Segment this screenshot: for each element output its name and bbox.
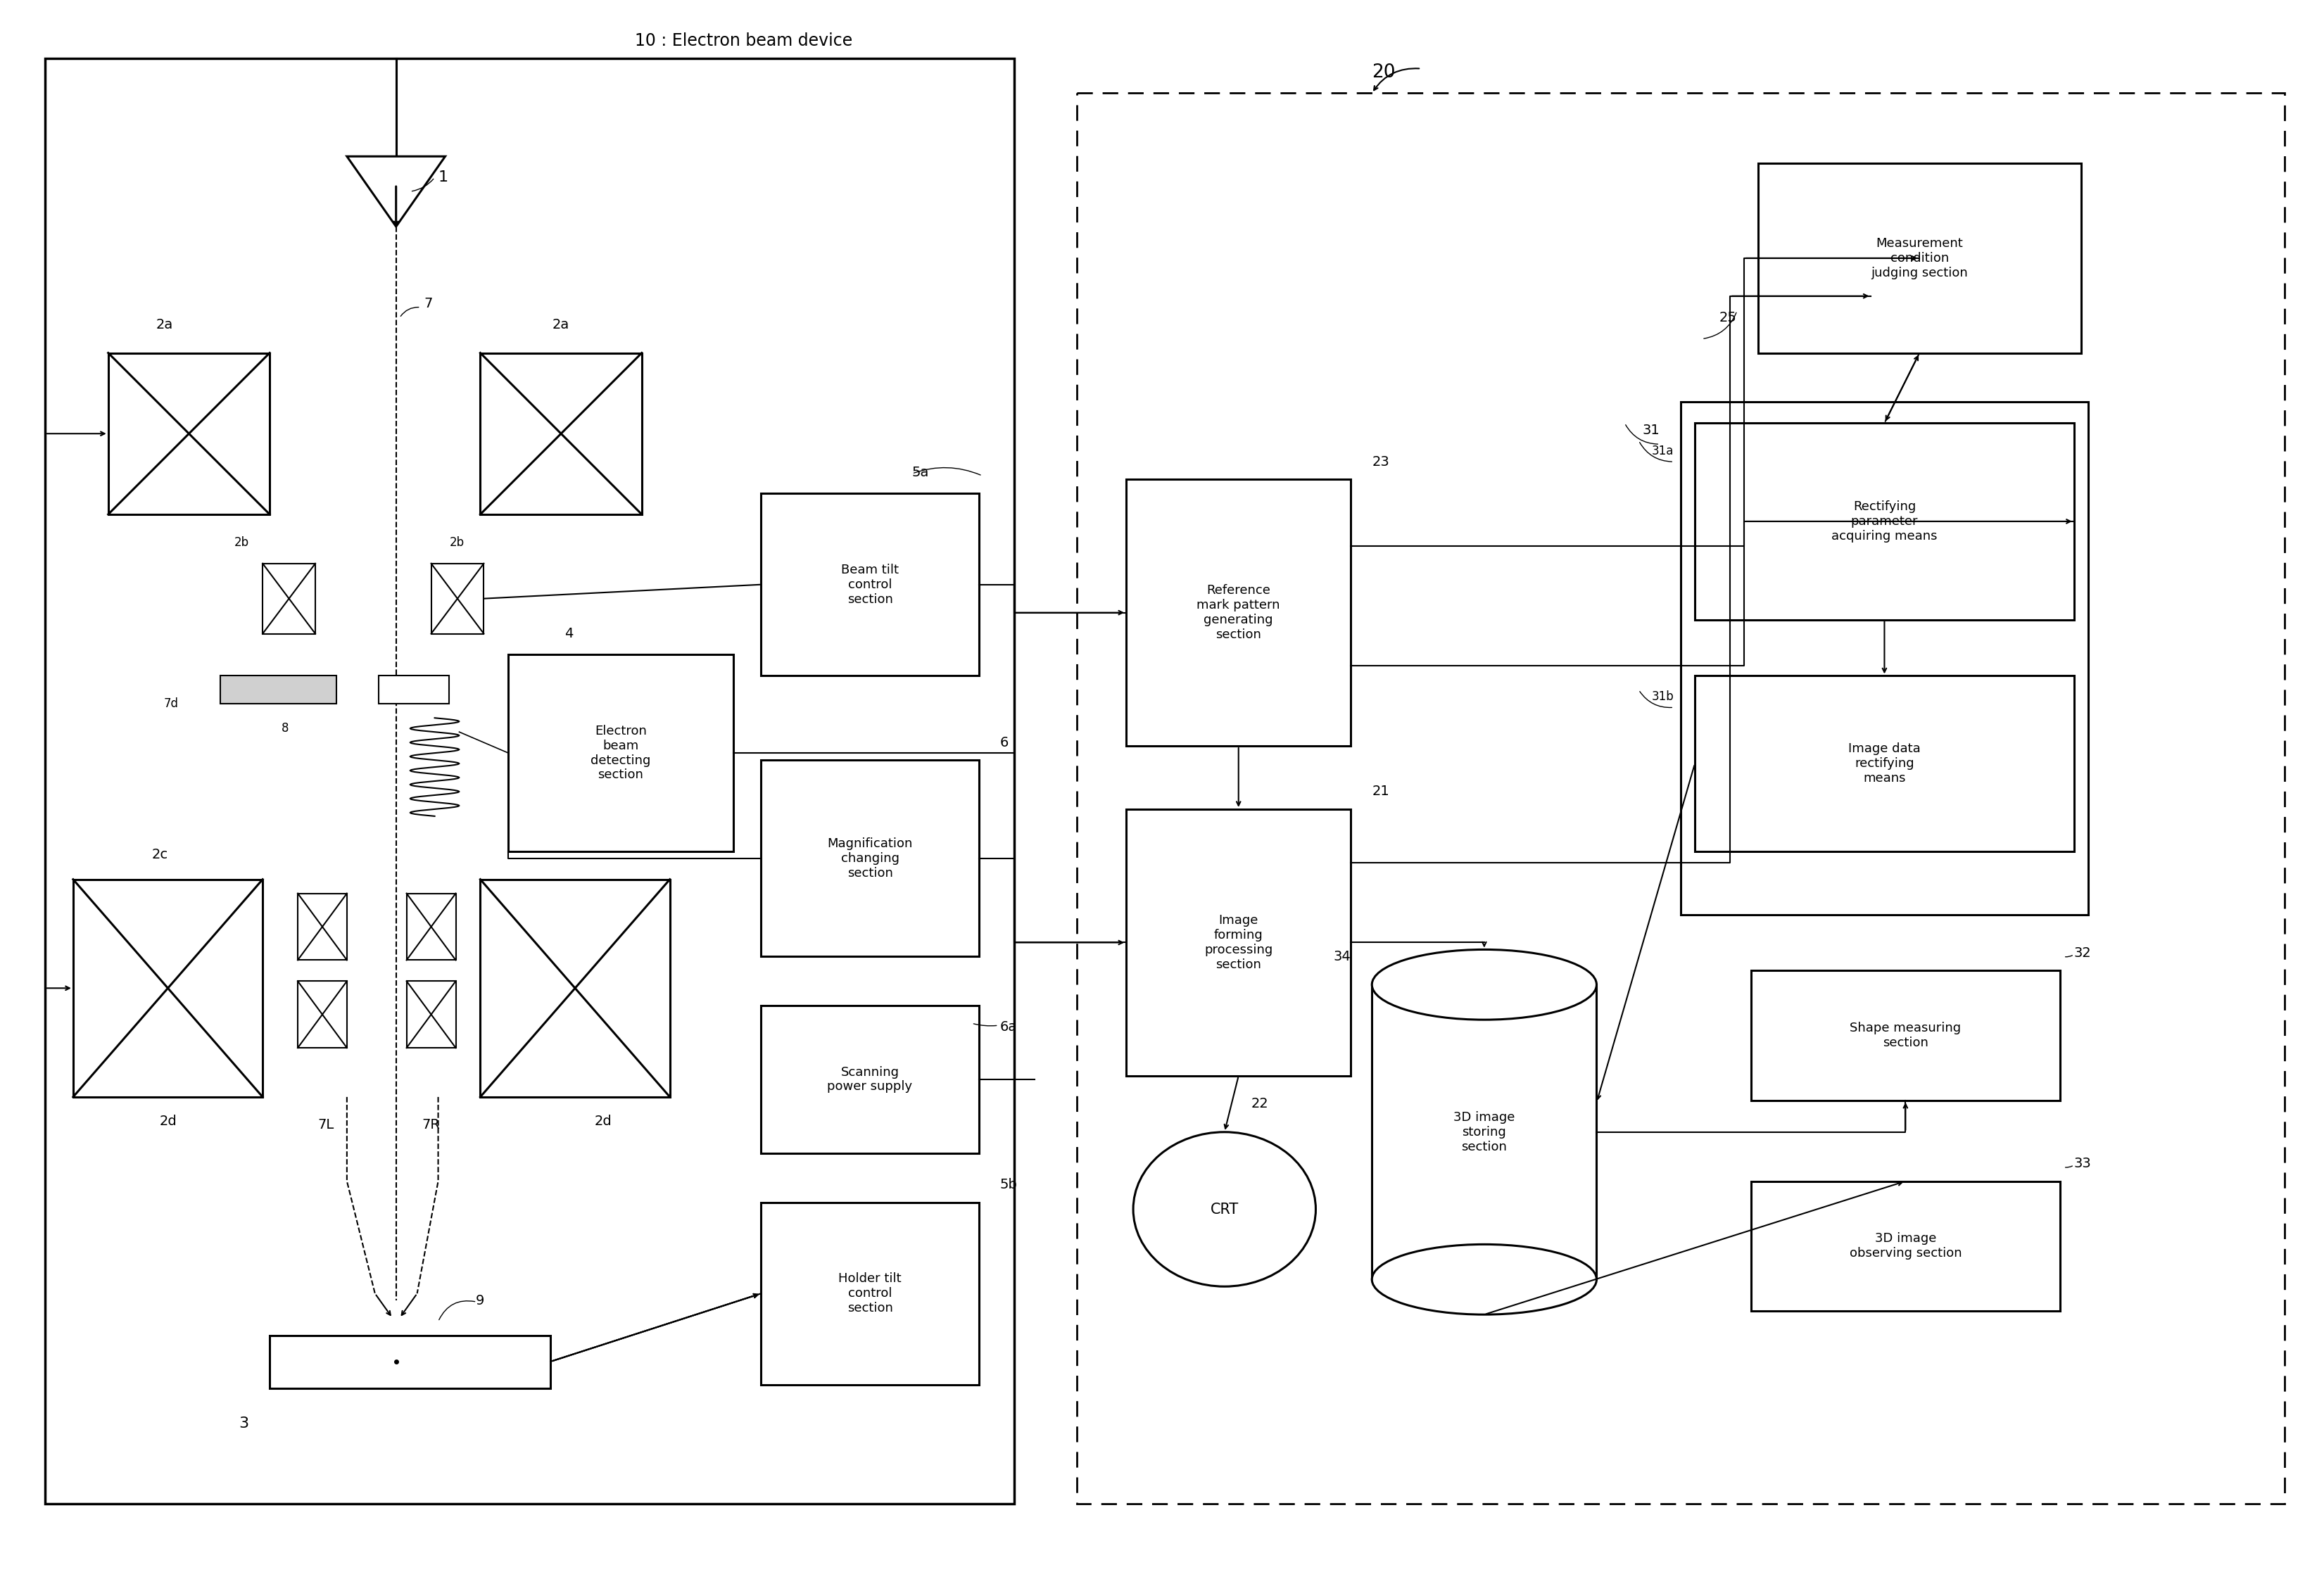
Text: Electron
beam
detecting
section: Electron beam detecting section bbox=[590, 725, 651, 781]
Bar bbox=[44, 58, 1013, 1504]
Bar bbox=[263, 563, 316, 634]
Bar bbox=[407, 981, 456, 1049]
Text: 2c: 2c bbox=[151, 849, 167, 861]
Text: CRT: CRT bbox=[1211, 1203, 1239, 1217]
Text: Magnification
changing
section: Magnification changing section bbox=[827, 838, 913, 879]
Text: 7d: 7d bbox=[163, 698, 179, 711]
Text: 2d: 2d bbox=[595, 1115, 611, 1129]
Bar bbox=[1750, 1181, 2059, 1311]
Text: 22: 22 bbox=[1250, 1097, 1269, 1111]
Bar bbox=[1680, 402, 2087, 915]
Bar bbox=[481, 354, 641, 514]
Text: Image data
rectifying
means: Image data rectifying means bbox=[1848, 742, 1920, 784]
Bar bbox=[407, 893, 456, 960]
Bar bbox=[1076, 93, 2284, 1504]
Ellipse shape bbox=[1371, 949, 1597, 1020]
Bar bbox=[762, 494, 978, 676]
Bar bbox=[1694, 676, 2073, 852]
Text: 6a: 6a bbox=[999, 1020, 1018, 1033]
Bar bbox=[1694, 423, 2073, 619]
Text: 2a: 2a bbox=[156, 318, 172, 332]
Bar bbox=[1127, 810, 1350, 1075]
Bar bbox=[297, 893, 346, 960]
Text: 10 : Electron beam device: 10 : Electron beam device bbox=[634, 31, 853, 49]
Bar bbox=[379, 676, 449, 704]
Text: 33: 33 bbox=[2073, 1157, 2092, 1170]
Text: Reference
mark pattern
generating
section: Reference mark pattern generating sectio… bbox=[1197, 585, 1281, 641]
Text: 9: 9 bbox=[476, 1294, 486, 1308]
Text: 34: 34 bbox=[1334, 949, 1350, 964]
Text: 5a: 5a bbox=[911, 465, 930, 479]
Text: 2d: 2d bbox=[158, 1115, 177, 1129]
Bar bbox=[481, 879, 669, 1097]
Bar bbox=[762, 1006, 978, 1154]
Bar bbox=[1750, 970, 2059, 1100]
Text: 3: 3 bbox=[239, 1416, 249, 1431]
Text: 1: 1 bbox=[439, 170, 449, 184]
Text: 25: 25 bbox=[1720, 311, 1736, 324]
Text: Scanning
power supply: Scanning power supply bbox=[827, 1066, 913, 1093]
Bar bbox=[432, 563, 483, 634]
Text: 31: 31 bbox=[1643, 423, 1659, 437]
Ellipse shape bbox=[1371, 1245, 1597, 1314]
Bar bbox=[509, 656, 732, 852]
Text: 20: 20 bbox=[1371, 63, 1394, 82]
Text: Shape measuring
section: Shape measuring section bbox=[1850, 1022, 1961, 1049]
Text: 8: 8 bbox=[281, 722, 288, 734]
Bar bbox=[72, 879, 263, 1097]
Bar bbox=[762, 759, 978, 957]
Text: 5b: 5b bbox=[999, 1177, 1018, 1192]
Text: 2b: 2b bbox=[235, 536, 249, 549]
Text: 23: 23 bbox=[1371, 454, 1390, 468]
Bar bbox=[221, 676, 337, 704]
Text: 3D image
storing
section: 3D image storing section bbox=[1452, 1111, 1515, 1152]
Text: 3D image
observing section: 3D image observing section bbox=[1850, 1232, 1961, 1259]
Bar bbox=[1757, 163, 2080, 354]
Bar bbox=[762, 1203, 978, 1385]
Bar bbox=[297, 981, 346, 1049]
Bar bbox=[270, 1336, 551, 1388]
Ellipse shape bbox=[1134, 1132, 1315, 1286]
Text: 21: 21 bbox=[1371, 784, 1390, 799]
Text: Beam tilt
control
section: Beam tilt control section bbox=[841, 564, 899, 605]
Text: Measurement
condition
judging section: Measurement condition judging section bbox=[1871, 237, 1968, 280]
Bar bbox=[1127, 479, 1350, 747]
Text: 7: 7 bbox=[423, 297, 432, 310]
Text: 32: 32 bbox=[2073, 946, 2092, 960]
Text: 31b: 31b bbox=[1652, 690, 1673, 703]
Text: 2a: 2a bbox=[553, 318, 569, 332]
Text: 7L: 7L bbox=[318, 1118, 335, 1132]
Bar bbox=[109, 354, 270, 514]
Text: 31a: 31a bbox=[1652, 445, 1673, 457]
Text: Holder tilt
control
section: Holder tilt control section bbox=[839, 1272, 902, 1314]
Text: 6: 6 bbox=[999, 736, 1009, 750]
Polygon shape bbox=[346, 156, 446, 226]
Text: 2b: 2b bbox=[449, 536, 465, 549]
Text: Image
forming
processing
section: Image forming processing section bbox=[1204, 915, 1274, 971]
Text: 4: 4 bbox=[565, 627, 574, 640]
Text: Rectifying
parameter
acquiring means: Rectifying parameter acquiring means bbox=[1831, 500, 1938, 542]
Text: 7R: 7R bbox=[423, 1118, 439, 1132]
